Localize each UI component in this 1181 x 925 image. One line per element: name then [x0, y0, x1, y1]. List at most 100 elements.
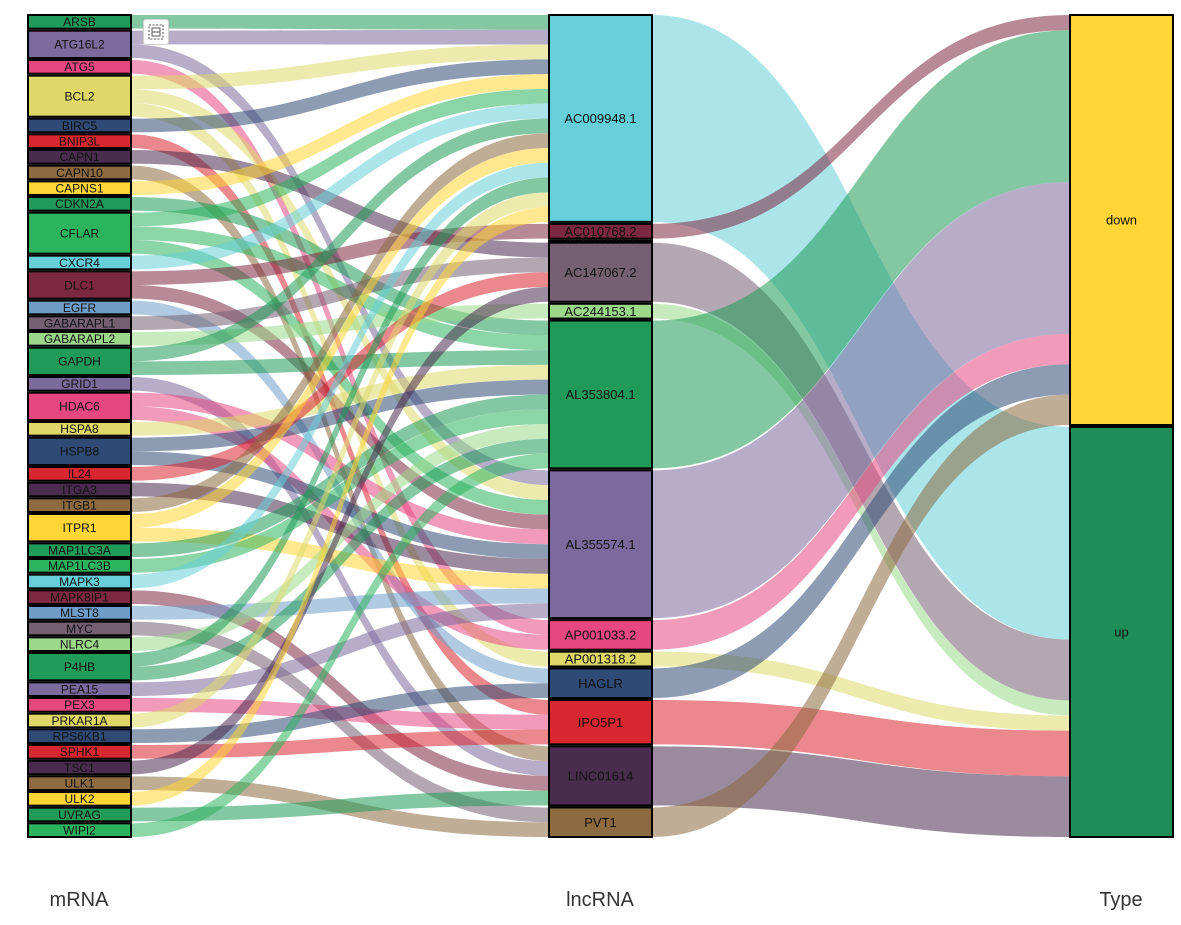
link-PRKAR1A-AC009948.1 — [131, 192, 549, 728]
mrna-node[interactable] — [27, 712, 132, 729]
mrna-node[interactable] — [27, 164, 132, 181]
mrna-node[interactable] — [27, 59, 132, 75]
mrna-node-label: CAPN10 — [56, 166, 103, 180]
mrna-node[interactable] — [27, 652, 132, 682]
mrna-node[interactable] — [27, 436, 132, 466]
lncrna-node-label: AL355574.1 — [565, 537, 635, 552]
link-HSPA8-AL353804.1 — [131, 364, 549, 436]
mrna-node-label: CDKN2A — [55, 197, 104, 211]
mrna-node[interactable] — [27, 605, 132, 621]
link-GAPDH-AL353804.1 — [131, 350, 549, 375]
mrna-node-label: HDAC6 — [59, 400, 100, 414]
mrna-node[interactable] — [27, 196, 132, 212]
link-GAPDH-AC009948.1 — [131, 118, 549, 362]
lncrna-node[interactable] — [548, 241, 653, 303]
mrna-node-label: ATG5 — [64, 60, 95, 74]
mrna-node[interactable] — [27, 589, 132, 605]
mrna-node[interactable] — [27, 331, 132, 347]
mrna-node[interactable] — [27, 211, 132, 255]
mrna-node[interactable] — [27, 270, 132, 300]
mrna-node-label: ATG16L2 — [54, 38, 105, 52]
mrna-node[interactable] — [27, 29, 132, 59]
mrna-node[interactable] — [27, 822, 132, 838]
lncrna-node[interactable] — [548, 239, 653, 243]
mrna-node[interactable] — [27, 697, 132, 713]
lncrna-node[interactable] — [548, 619, 653, 651]
lncrna-node-label: AL353804.1 — [565, 387, 635, 402]
lncrna-node[interactable] — [548, 319, 653, 470]
mrna-node[interactable] — [27, 481, 132, 498]
lncrna-node-label: AC010768.2 — [564, 224, 636, 239]
type-node[interactable] — [1069, 426, 1174, 838]
link-AC010768.2-down — [652, 15, 1070, 239]
lncrna-node[interactable] — [548, 222, 653, 240]
mrna-node-label: MAP1LC3A — [48, 543, 111, 557]
link-CAPN1-AC147067.2 — [131, 150, 549, 258]
lncrna-node[interactable] — [548, 469, 653, 620]
mrna-node[interactable] — [27, 636, 132, 652]
mrna-node[interactable] — [27, 346, 132, 376]
mrna-node-label: WIPI2 — [63, 823, 96, 837]
lncrna-node-label: AC147067.2 — [564, 265, 636, 280]
link-ULK2-AC009948.1 — [131, 207, 549, 806]
mrna-node-label: UVRAG — [58, 808, 101, 822]
screenshot-tool-icon[interactable] — [143, 19, 169, 45]
type-node-label: up — [1114, 625, 1128, 640]
mrna-node-label: SPHK1 — [60, 745, 100, 759]
link-TSC1-AC147067.2 — [131, 287, 549, 775]
lncrna-node[interactable] — [548, 14, 653, 223]
lncrna-node[interactable] — [548, 650, 653, 668]
mrna-node[interactable] — [27, 620, 132, 637]
mrna-node[interactable] — [27, 542, 132, 558]
mrna-node[interactable] — [27, 117, 132, 134]
mrna-node[interactable] — [27, 806, 132, 823]
mrna-node[interactable] — [27, 558, 132, 574]
mrna-node[interactable] — [27, 299, 132, 316]
mrna-node[interactable] — [27, 573, 132, 590]
mrna-node[interactable] — [27, 728, 132, 744]
mrna-node[interactable] — [27, 497, 132, 514]
link-MAPK3-AC009948.1 — [131, 162, 549, 589]
mrna-node[interactable] — [27, 681, 132, 697]
mrna-node[interactable] — [27, 775, 132, 791]
lncrna-node-label: AP001318.2 — [565, 652, 637, 667]
link-CAPNS1-AC009948.1 — [131, 74, 549, 195]
lncrna-node-label: AC009948.1 — [564, 111, 636, 126]
mrna-node-label: CFLAR — [60, 226, 100, 240]
link-BIRC5-AC009948.1 — [131, 59, 549, 133]
mrna-node[interactable] — [27, 149, 132, 165]
lncrna-node[interactable] — [548, 745, 653, 807]
mrna-node-label: ULK1 — [64, 776, 94, 790]
mrna-node-label: EGFR — [63, 301, 97, 315]
mrna-node[interactable] — [27, 14, 132, 30]
mrna-node-label: HSPA8 — [60, 422, 99, 436]
mrna-node-label: BNIP3L — [59, 134, 101, 148]
mrna-node[interactable] — [27, 254, 132, 271]
lncrna-node[interactable] — [548, 806, 653, 839]
link-MYC-PVT1 — [131, 621, 549, 823]
lncrna-node[interactable] — [548, 699, 653, 746]
mrna-node[interactable] — [27, 391, 132, 421]
lncrna-node[interactable] — [548, 302, 653, 320]
mrna-node[interactable] — [27, 315, 132, 332]
mrna-node[interactable] — [27, 791, 132, 807]
mrna-node[interactable] — [27, 466, 132, 482]
mrna-node-label: NLRC4 — [60, 637, 100, 651]
mrna-node-label: PEA15 — [61, 682, 99, 696]
mrna-node-label: ITPR1 — [62, 521, 96, 535]
lncrna-node[interactable] — [548, 667, 653, 700]
mrna-node[interactable] — [27, 376, 132, 392]
mrna-node[interactable] — [27, 513, 132, 543]
mrna-node[interactable] — [27, 421, 132, 437]
mrna-node[interactable] — [27, 759, 132, 776]
type-node[interactable] — [1069, 14, 1174, 426]
mrna-node-label: ITGA3 — [62, 483, 97, 497]
mrna-node[interactable] — [27, 133, 132, 149]
mrna-node[interactable] — [27, 744, 132, 760]
mrna-node[interactable] — [27, 180, 132, 196]
mrna-node[interactable] — [27, 74, 132, 118]
lncrna-node-label: LINC01614 — [568, 769, 634, 784]
link-ARSB-AC009948.1 — [131, 15, 549, 30]
